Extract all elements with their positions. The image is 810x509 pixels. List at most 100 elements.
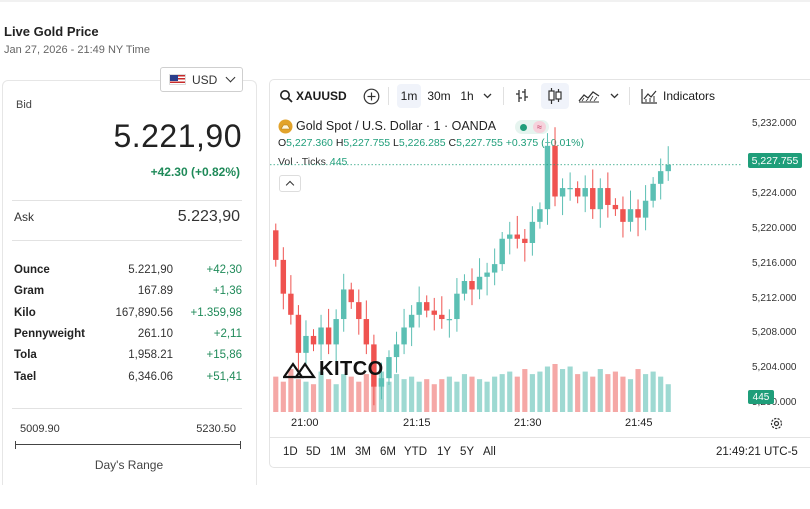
- interval-dropdown-icon[interactable]: [480, 88, 494, 104]
- unit-price: 167.89: [137, 285, 173, 298]
- unit-price: 261.10: [137, 327, 173, 340]
- approx-icon: ≈: [533, 121, 546, 133]
- unit-price: 1,958.21: [128, 349, 173, 362]
- candlestick-plot[interactable]: [270, 112, 745, 412]
- range-button-1y[interactable]: 1Y: [437, 446, 452, 458]
- candle-body: [386, 357, 392, 379]
- candle-body: [310, 335, 317, 345]
- range-button-ytd[interactable]: YTD: [404, 446, 427, 458]
- volume-bar: [537, 371, 543, 412]
- market-open-dot-icon: [520, 123, 527, 131]
- volume-bar: [409, 376, 415, 412]
- volume-bar: [454, 381, 460, 412]
- volume-bar: [575, 374, 581, 412]
- bar-style-icon[interactable]: [512, 86, 532, 106]
- currency-selector[interactable]: USD: [160, 67, 243, 92]
- interval-1m[interactable]: 1m: [397, 84, 421, 108]
- range-button-6m[interactable]: 6M: [380, 446, 396, 458]
- price-axis-label: 5,216.000: [752, 257, 797, 269]
- candle-body: [642, 200, 649, 218]
- volume-bar: [635, 369, 641, 412]
- volume-bar: [665, 384, 671, 412]
- collapse-legend-button[interactable]: [279, 175, 301, 192]
- divider: [12, 240, 242, 241]
- symbol-name[interactable]: XAUUSD: [296, 89, 347, 103]
- candle-body: [340, 289, 347, 320]
- time-label: 21:00: [291, 417, 319, 429]
- candle-body: [318, 327, 324, 345]
- candle-body: [657, 171, 664, 184]
- unit-price: 6,346.06: [128, 370, 173, 383]
- unit-row: Kilo 167,890.56 +1.359,98: [14, 307, 242, 323]
- volume-bar: [507, 371, 513, 412]
- candle-body: [537, 209, 543, 222]
- chart-style-dropdown-icon[interactable]: [607, 88, 621, 104]
- unit-name: Ounce: [14, 264, 50, 276]
- candle-body: [363, 319, 370, 345]
- volume-bar: [605, 374, 611, 412]
- volume-bar: [446, 376, 452, 412]
- indicators-button[interactable]: Indicators: [663, 89, 716, 103]
- interval-30m[interactable]: 30m: [427, 89, 451, 103]
- market-status-badge[interactable]: ≈: [515, 120, 549, 134]
- range-button-5d[interactable]: 5D: [306, 446, 321, 458]
- candle-body: [491, 264, 498, 273]
- candle-body: [574, 188, 581, 197]
- last-volume-tag: 445: [748, 390, 774, 404]
- price-axis-label: 5,204.000: [752, 362, 797, 374]
- toolbar-separator: [503, 87, 504, 105]
- toolbar-separator: [629, 87, 630, 105]
- unit-name: Kilo: [14, 306, 36, 319]
- volume-bar: [273, 376, 279, 412]
- volume-bar: [439, 379, 445, 412]
- interval-1h[interactable]: 1h: [460, 89, 474, 103]
- volume-bar: [393, 374, 400, 412]
- range-low: 5009.90: [20, 423, 60, 435]
- indicators-icon[interactable]: [639, 86, 659, 106]
- unit-name: Gram: [14, 285, 45, 298]
- unit-row: Tael 6,346.06 +51,41: [14, 371, 242, 387]
- volume-bar: [431, 384, 437, 412]
- candle-body: [416, 302, 422, 315]
- unit-row: Gram 167.89 +1,36: [14, 285, 242, 301]
- volume-bar: [363, 374, 369, 412]
- divider: [270, 437, 810, 438]
- range-button-1d[interactable]: 1D: [283, 446, 298, 458]
- candle-body: [476, 276, 483, 290]
- search-icon[interactable]: [278, 88, 294, 104]
- unit-row: Tola 1,958.21 +15,86: [14, 349, 242, 365]
- volume-bar: [544, 366, 551, 412]
- volume-bar: [310, 384, 317, 412]
- price-axis-label: 5,220.000: [752, 222, 797, 234]
- volume-bar: [529, 374, 535, 412]
- currency-value: USD: [192, 72, 218, 87]
- volume-bar: [627, 379, 634, 412]
- kitco-watermark: KITCO: [283, 358, 384, 381]
- unit-price: 167,890.56: [115, 306, 173, 319]
- candle-body: [401, 327, 407, 345]
- candle-body: [627, 209, 634, 222]
- candle-body: [348, 289, 354, 303]
- range-high: 5230.50: [196, 423, 236, 435]
- top-border: [0, 0, 810, 2]
- range-button-all[interactable]: All: [483, 446, 496, 458]
- volume-bar: [643, 374, 649, 412]
- price-axis-label: 5,212.000: [752, 292, 797, 304]
- unit-change: +51,41: [206, 370, 243, 383]
- settings-gear-icon[interactable]: [770, 417, 784, 431]
- volume-bar: [356, 381, 362, 412]
- candle-body: [454, 293, 460, 320]
- unit-name: Tola: [14, 349, 37, 362]
- range-button-3m[interactable]: 3M: [355, 446, 371, 458]
- volume-bar: [461, 374, 468, 412]
- area-style-icon[interactable]: [577, 86, 601, 106]
- range-button-5y[interactable]: 5Y: [460, 446, 475, 458]
- unit-change: +42,30: [206, 264, 243, 276]
- candles-style-icon[interactable]: [541, 83, 569, 109]
- compare-add-icon[interactable]: [362, 87, 380, 105]
- range-button-1m[interactable]: 1M: [330, 446, 346, 458]
- volume-bar: [597, 369, 603, 412]
- candle-body: [303, 335, 309, 353]
- candle-body: [514, 234, 520, 239]
- unit-change: +1.359,98: [190, 306, 242, 319]
